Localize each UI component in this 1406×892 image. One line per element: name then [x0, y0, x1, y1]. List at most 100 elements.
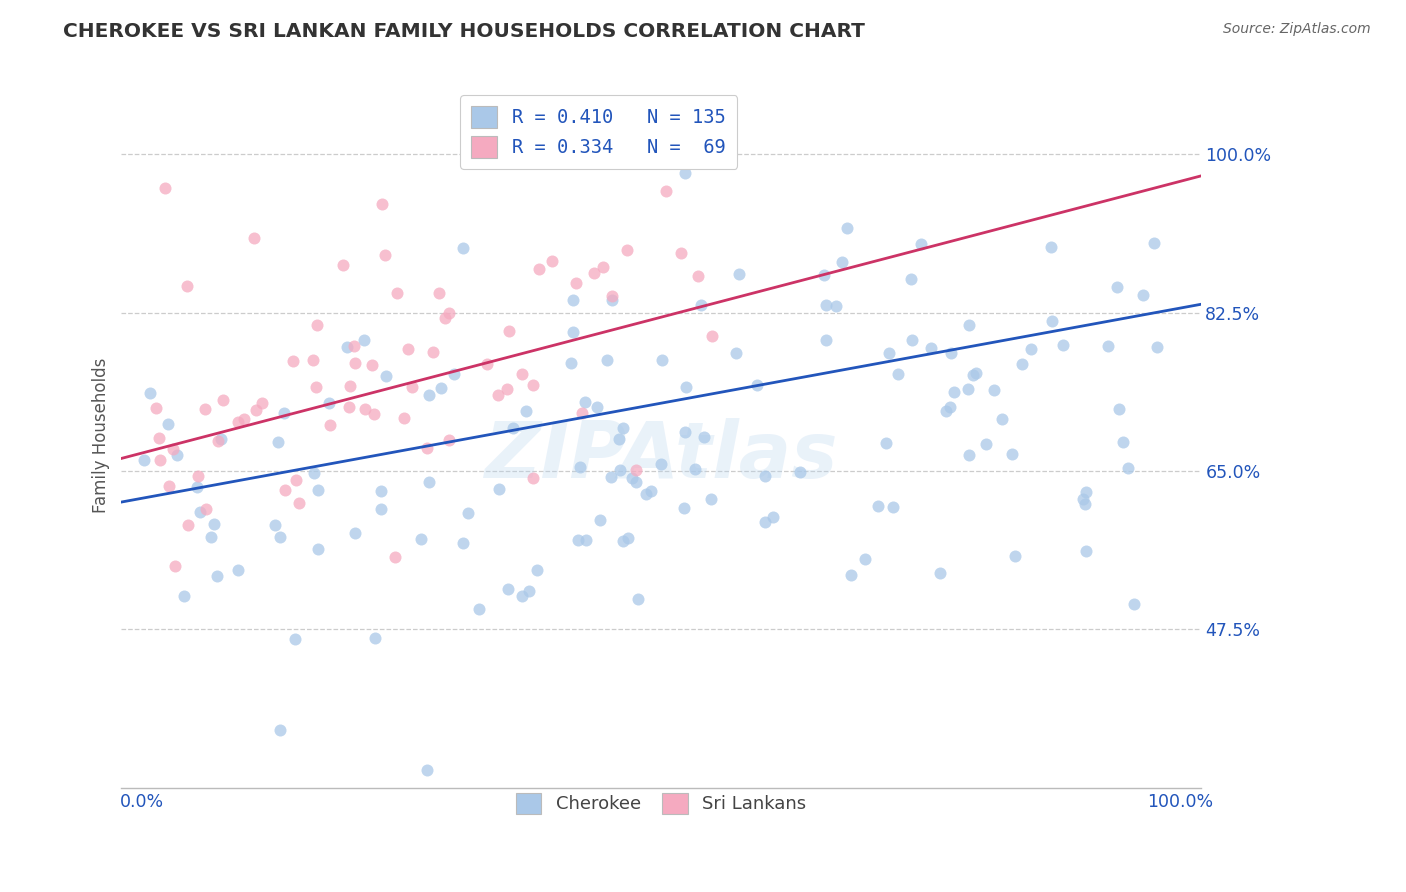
Point [727, 267, 749, 281]
Point [226, 563, 249, 577]
Point [575, 533, 598, 547]
Point [233, 412, 256, 426]
Point [194, 402, 217, 417]
Point [1071, 492, 1094, 507]
Point [132, 452, 155, 467]
Point [522, 471, 544, 485]
Point [671, 246, 693, 260]
Point [153, 181, 176, 195]
Point [596, 352, 619, 367]
Point [418, 475, 440, 489]
Point [145, 401, 167, 415]
Y-axis label: Family Households: Family Households [93, 357, 110, 513]
Point [600, 469, 623, 483]
Point [673, 166, 696, 180]
Point [569, 460, 592, 475]
Point [451, 241, 474, 255]
Point [1000, 447, 1022, 461]
Point [1074, 543, 1097, 558]
Point [813, 268, 835, 282]
Point [1112, 434, 1135, 449]
Point [602, 288, 624, 302]
Point [157, 417, 180, 432]
Point [302, 466, 325, 480]
Point [935, 404, 957, 418]
Point [586, 401, 609, 415]
Point [517, 584, 540, 599]
Point [138, 386, 160, 401]
Point [443, 367, 465, 381]
Point [754, 468, 776, 483]
Point [363, 407, 385, 421]
Point [409, 533, 432, 547]
Point [941, 346, 963, 360]
Point [416, 442, 439, 456]
Point [650, 457, 672, 471]
Point [540, 254, 562, 268]
Point [437, 433, 460, 447]
Point [202, 516, 225, 531]
Point [957, 382, 980, 396]
Point [688, 269, 710, 284]
Point [176, 278, 198, 293]
Point [957, 318, 980, 332]
Point [307, 542, 329, 557]
Point [274, 483, 297, 497]
Point [209, 433, 232, 447]
Point [252, 395, 274, 409]
Point [1074, 485, 1097, 500]
Point [339, 379, 361, 393]
Point [451, 536, 474, 550]
Point [655, 184, 678, 198]
Point [546, 148, 568, 162]
Point [626, 462, 648, 476]
Point [877, 346, 900, 360]
Text: ZIPAtlas: ZIPAtlas [484, 418, 838, 494]
Point [561, 293, 583, 308]
Point [370, 483, 392, 498]
Point [1074, 497, 1097, 511]
Point [226, 415, 249, 429]
Point [636, 487, 658, 501]
Point [814, 298, 837, 312]
Point [1052, 338, 1074, 352]
Point [396, 343, 419, 357]
Point [616, 531, 638, 545]
Point [515, 404, 537, 418]
Point [621, 471, 644, 485]
Point [815, 334, 838, 348]
Point [853, 552, 876, 566]
Point [942, 384, 965, 399]
Point [205, 568, 228, 582]
Point [600, 293, 623, 307]
Point [683, 462, 706, 476]
Point [430, 381, 453, 395]
Point [526, 563, 548, 577]
Point [149, 453, 172, 467]
Point [700, 329, 723, 343]
Point [370, 502, 392, 516]
Point [527, 262, 550, 277]
Point [200, 530, 222, 544]
Point [354, 401, 377, 416]
Point [486, 388, 509, 402]
Point [502, 420, 524, 434]
Point [301, 353, 323, 368]
Point [1021, 343, 1043, 357]
Point [990, 411, 1012, 425]
Point [363, 632, 385, 646]
Point [394, 411, 416, 425]
Point [422, 344, 444, 359]
Point [789, 466, 811, 480]
Legend: Cherokee, Sri Lankans: Cherokee, Sri Lankans [505, 782, 817, 825]
Point [269, 530, 291, 544]
Point [475, 357, 498, 371]
Point [910, 236, 932, 251]
Point [157, 479, 180, 493]
Point [1116, 461, 1139, 475]
Point [673, 501, 696, 516]
Point [305, 318, 328, 333]
Point [374, 248, 396, 262]
Point [928, 566, 950, 581]
Point [612, 421, 634, 435]
